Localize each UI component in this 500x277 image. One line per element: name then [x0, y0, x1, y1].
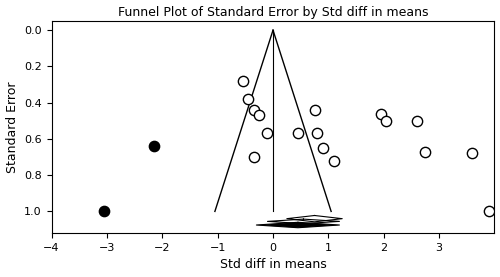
Point	[250, 108, 258, 112]
Point	[255, 113, 263, 117]
Point	[421, 149, 429, 154]
Point	[468, 151, 476, 156]
Point	[413, 119, 421, 123]
Point	[314, 131, 322, 136]
Point	[250, 155, 258, 159]
Point	[244, 97, 252, 101]
Title: Funnel Plot of Standard Error by Std diff in means: Funnel Plot of Standard Error by Std dif…	[118, 6, 428, 19]
Point	[238, 79, 246, 83]
Point	[382, 119, 390, 123]
Point	[485, 209, 493, 214]
Point	[150, 144, 158, 148]
Point	[330, 158, 338, 163]
Point	[377, 111, 385, 116]
Point	[319, 146, 327, 150]
Point	[310, 108, 318, 112]
Point	[294, 131, 302, 136]
Polygon shape	[256, 222, 340, 228]
Point	[264, 131, 272, 136]
Y-axis label: Standard Error: Standard Error	[6, 81, 18, 173]
X-axis label: Std diff in means: Std diff in means	[220, 258, 326, 271]
Point	[100, 209, 108, 214]
